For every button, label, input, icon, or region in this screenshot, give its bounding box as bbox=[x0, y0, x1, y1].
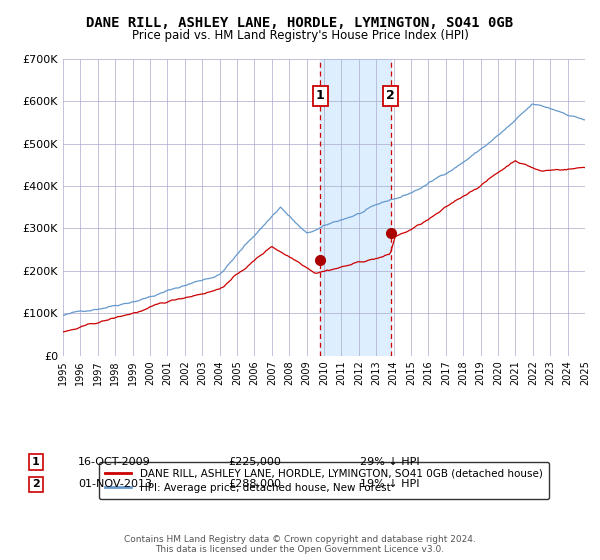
Legend: DANE RILL, ASHLEY LANE, HORDLE, LYMINGTON, SO41 0GB (detached house), HPI: Avera: DANE RILL, ASHLEY LANE, HORDLE, LYMINGTO… bbox=[99, 462, 549, 499]
Text: £288,000: £288,000 bbox=[228, 479, 281, 489]
Bar bbox=[320, 59, 391, 356]
Text: Contains HM Land Registry data © Crown copyright and database right 2024.
This d: Contains HM Land Registry data © Crown c… bbox=[124, 535, 476, 554]
Text: 19% ↓ HPI: 19% ↓ HPI bbox=[360, 479, 419, 489]
Text: 29% ↓ HPI: 29% ↓ HPI bbox=[360, 457, 419, 467]
Text: 1: 1 bbox=[32, 457, 40, 467]
Text: 16-OCT-2009: 16-OCT-2009 bbox=[78, 457, 151, 467]
Text: 01-NOV-2013: 01-NOV-2013 bbox=[78, 479, 152, 489]
Text: DANE RILL, ASHLEY LANE, HORDLE, LYMINGTON, SO41 0GB: DANE RILL, ASHLEY LANE, HORDLE, LYMINGTO… bbox=[86, 16, 514, 30]
Text: 2: 2 bbox=[386, 90, 395, 102]
Text: Price paid vs. HM Land Registry's House Price Index (HPI): Price paid vs. HM Land Registry's House … bbox=[131, 29, 469, 42]
Text: 2: 2 bbox=[32, 479, 40, 489]
Text: £225,000: £225,000 bbox=[228, 457, 281, 467]
Text: 1: 1 bbox=[316, 90, 325, 102]
